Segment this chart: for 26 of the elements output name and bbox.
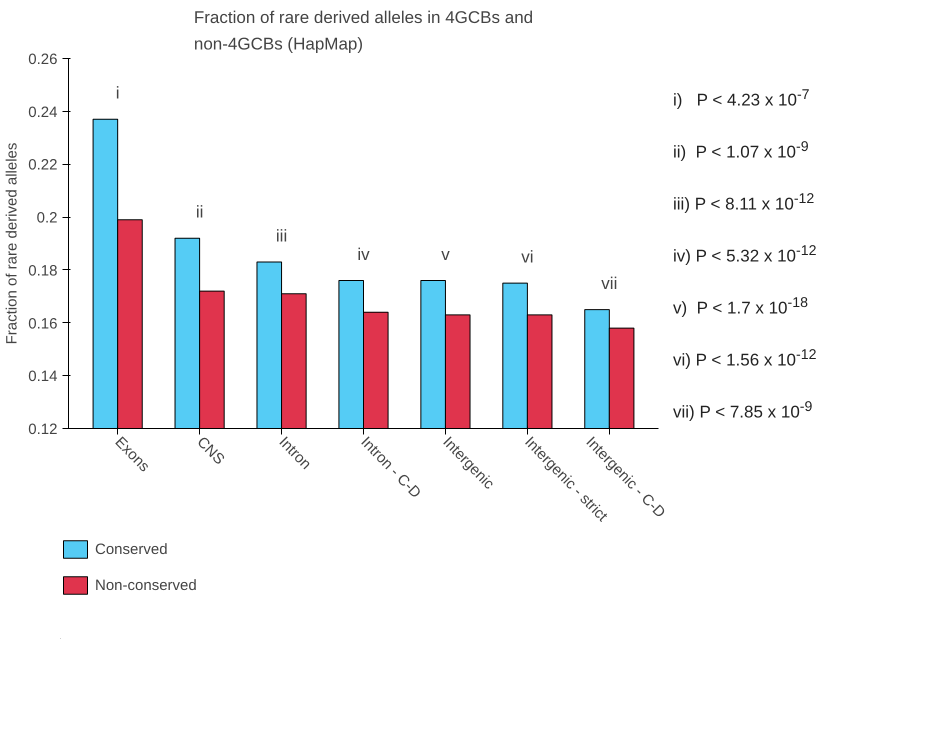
text: iii) P < 8.11 x 10$^{-12}$ [673, 190, 816, 216]
annotation: ii [196, 202, 204, 222]
text: i) P < 4.23 x 10$^{-7}$ [673, 86, 811, 112]
y-tick-label: 0.22 [28, 156, 58, 174]
annotation: vii [601, 274, 618, 293]
chart-title: Fraction of rare derived alleles in 4GCBs and non-4GCBs (HapMap) [194, 8, 534, 54]
y-tick-label: 0.26 [28, 51, 58, 68]
y-axis-title: Fraction of rare derived alleles [3, 142, 20, 344]
legend-label: Conserved [95, 540, 168, 558]
annotation: iv [357, 244, 370, 264]
annotation: v [441, 244, 450, 264]
annotation: vi [521, 247, 534, 266]
y-tick-label: 0.24 [28, 104, 58, 121]
y-tick-label: 0.14 [28, 368, 58, 386]
y-tick-label: 0.12 [28, 421, 58, 438]
text: ii) P < 1.07 x 10$^{-9}$ [673, 138, 810, 164]
legend-label: Non-conserved [95, 576, 197, 594]
text: vii) P < 7.85 x 10$^{-9}$ [673, 398, 814, 424]
text: v) P < 1.7 x 10$^{-18}$ [673, 294, 809, 320]
text: vi) P < 1.56 x 10$^{-12}$ [673, 346, 816, 372]
y-tick-label: 0.2 [36, 210, 58, 227]
text: iv) P < 5.32 x 10$^{-12}$ [673, 242, 816, 268]
annotation: i [116, 84, 120, 103]
annotation: iii [276, 226, 288, 246]
y-tick-label: 0.18 [28, 262, 58, 280]
y-tick-label: 0.16 [28, 315, 58, 332]
